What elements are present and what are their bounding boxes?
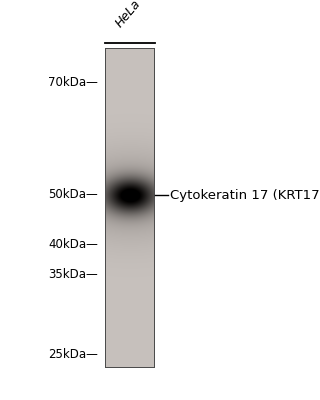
Text: 40kDa—: 40kDa—	[48, 238, 98, 252]
Text: 35kDa—: 35kDa—	[48, 268, 98, 282]
Text: 25kDa—: 25kDa—	[48, 348, 98, 362]
Text: 50kDa—: 50kDa—	[48, 188, 98, 202]
Text: Cytokeratin 17 (KRT17): Cytokeratin 17 (KRT17)	[170, 188, 320, 202]
Text: HeLa: HeLa	[113, 0, 143, 30]
Text: 70kDa—: 70kDa—	[48, 76, 98, 88]
